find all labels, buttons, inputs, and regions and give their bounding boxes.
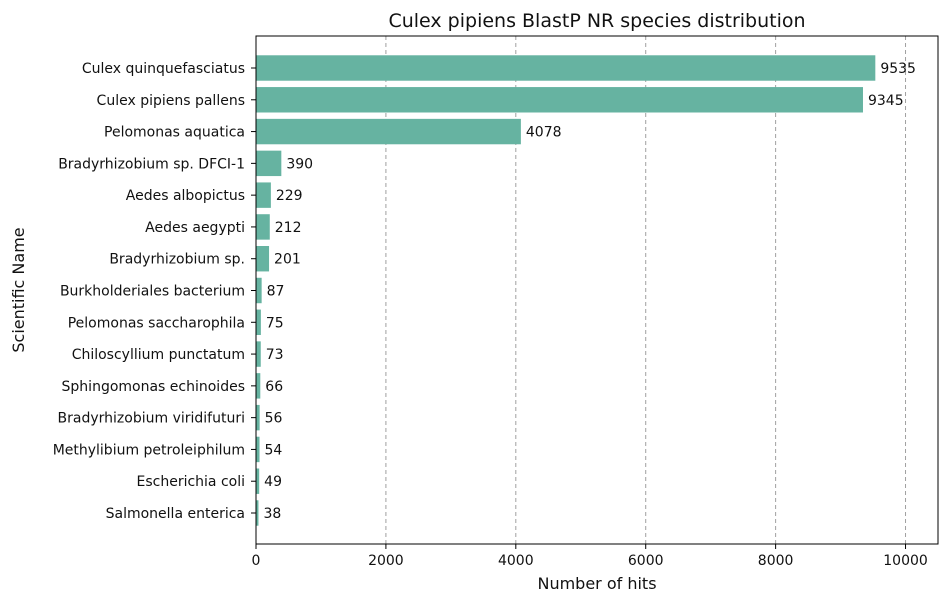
bar-value-label: 9535 <box>880 61 916 77</box>
x-tick-label: 2000 <box>368 553 404 569</box>
x-tick-label: 0 <box>252 553 261 569</box>
y-axis-label: Scientific Name <box>9 227 28 352</box>
y-tick-label: Pelomonas saccharophila <box>68 315 245 331</box>
bar-value-label: 212 <box>275 220 302 236</box>
bar <box>256 373 261 399</box>
y-tick-label: Aedes albopictus <box>126 188 245 204</box>
x-tick-label: 10000 <box>883 553 928 569</box>
bar-value-label: 229 <box>276 188 303 204</box>
bar-value-label: 66 <box>265 379 283 395</box>
bar-value-label: 56 <box>265 411 283 427</box>
bar-value-label: 49 <box>264 474 282 490</box>
y-tick-label: Sphingomonas echinoides <box>62 379 245 395</box>
bar <box>256 246 270 272</box>
bar <box>256 87 863 113</box>
y-tick-label: Chiloscyllium punctatum <box>72 347 245 363</box>
bar <box>256 404 260 431</box>
y-tick-label: Aedes aegypti <box>145 220 245 236</box>
bar <box>256 436 260 463</box>
bar <box>256 118 521 145</box>
x-tick-labels: 0 2000 4000 6000 8000 10000 <box>252 544 928 569</box>
bar <box>256 341 261 367</box>
bar-value-label: 201 <box>274 252 301 268</box>
bar <box>256 214 270 240</box>
bar <box>256 55 876 81</box>
bar <box>256 277 262 304</box>
y-tick-label: Pelomonas aquatica <box>104 125 245 141</box>
x-axis-label: Number of hits <box>537 574 656 593</box>
x-tick-label: 4000 <box>498 553 534 569</box>
bar-value-label: 87 <box>267 284 285 300</box>
bar-value-label: 9345 <box>868 93 904 109</box>
bars <box>256 55 876 526</box>
chart-title: Culex pipiens BlastP NR species distribu… <box>388 10 805 32</box>
bar <box>256 150 282 177</box>
bar-value-label: 73 <box>266 347 284 363</box>
bar-value-label: 75 <box>266 315 284 331</box>
y-tick-label: Culex pipiens pallens <box>97 93 245 109</box>
bar <box>256 182 271 208</box>
y-tick-label: Salmonella enterica <box>106 506 245 522</box>
plot-frame <box>255 35 939 545</box>
bar <box>256 468 260 494</box>
bar-value-label: 4078 <box>526 125 562 141</box>
y-tick-label: Culex quinquefasciatus <box>82 61 245 77</box>
x-tick-label: 8000 <box>758 553 794 569</box>
bar-value-label: 38 <box>263 506 281 522</box>
bar-value-label: 54 <box>265 442 283 458</box>
y-tick-label: Escherichia coli <box>137 474 246 490</box>
y-tick-label: Burkholderiales bacterium <box>60 284 245 300</box>
x-tick-label: 6000 <box>628 553 664 569</box>
y-tick-label: Methylibium petroleiphilum <box>53 442 245 458</box>
bar-value-label: 390 <box>286 156 313 172</box>
value-labels: 9535 9345 4078 390 229 212 201 87 75 73 66 56 54 49 38 <box>263 61 915 522</box>
y-tick-labels: Culex quinquefasciatus Culex pipiens pall… <box>53 61 256 522</box>
y-tick-label: Bradyrhizobium viridifuturi <box>58 411 245 427</box>
bar <box>256 500 259 526</box>
bar <box>256 309 261 335</box>
y-tick-label: Bradyrhizobium sp. DFCI-1 <box>58 156 245 172</box>
y-tick-label: Bradyrhizobium sp. <box>109 252 245 268</box>
